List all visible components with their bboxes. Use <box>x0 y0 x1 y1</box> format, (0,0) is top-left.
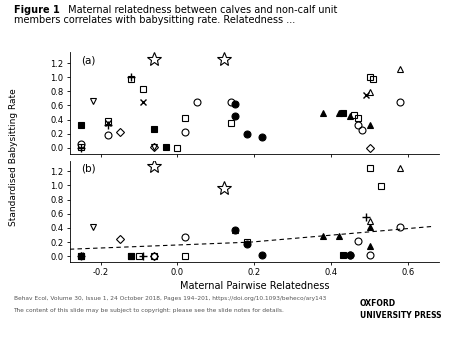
Text: members correlates with babysitting rate. Relatedness ...: members correlates with babysitting rate… <box>14 15 295 25</box>
Text: OXFORD
UNIVERSITY PRESS: OXFORD UNIVERSITY PRESS <box>360 299 441 320</box>
Text: (a): (a) <box>81 55 95 66</box>
Text: (b): (b) <box>81 164 95 174</box>
Text: #: # <box>78 252 85 261</box>
Text: Figure 1: Figure 1 <box>14 5 59 15</box>
X-axis label: Maternal Pairwise Relatedness: Maternal Pairwise Relatedness <box>180 281 329 291</box>
Text: Maternal relatedness between calves and non-calf unit: Maternal relatedness between calves and … <box>65 5 338 15</box>
Text: Behav Ecol, Volume 30, Issue 1, 24 October 2018, Pages 194–201, https://doi.org/: Behav Ecol, Volume 30, Issue 1, 24 Octob… <box>14 296 326 301</box>
Text: Standardised Babysitting Rate: Standardised Babysitting Rate <box>9 88 18 226</box>
Text: The content of this slide may be subject to copyright: please see the slide note: The content of this slide may be subject… <box>14 308 284 313</box>
